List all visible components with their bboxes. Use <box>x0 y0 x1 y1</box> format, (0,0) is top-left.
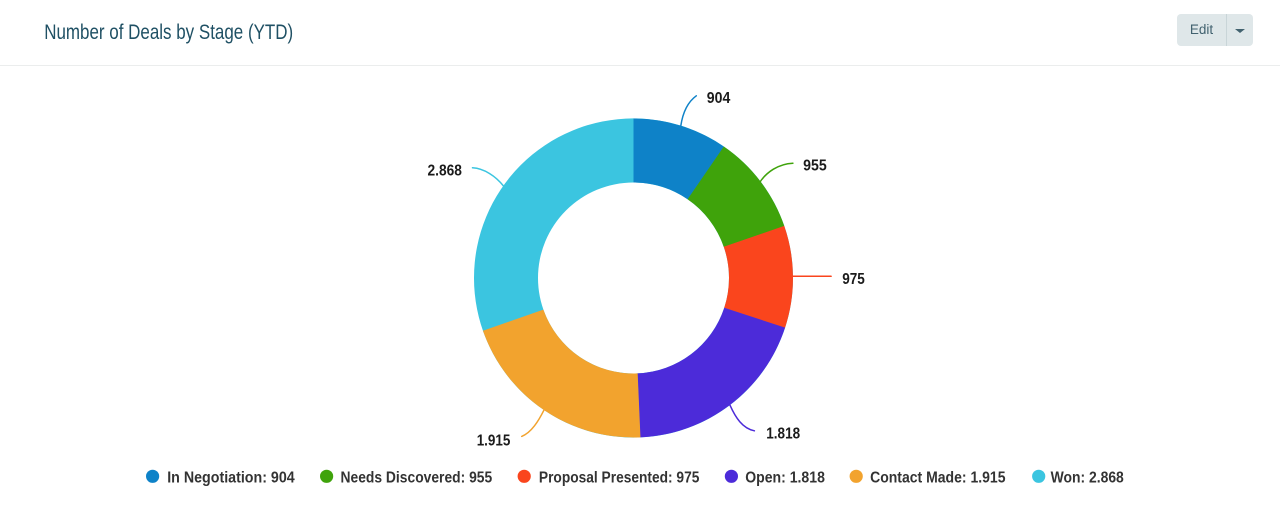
svg-text:Needs Discovered: 955: Needs Discovered: 955 <box>341 469 493 486</box>
svg-text:Open: 1.818: Open: 1.818 <box>745 469 825 486</box>
svg-text:Number of Deals by Stage (YTD): Number of Deals by Stage (YTD) <box>44 21 293 44</box>
svg-text:975: 975 <box>842 271 865 288</box>
svg-text:In Negotiation: 904: In Negotiation: 904 <box>167 469 295 486</box>
svg-text:1.818: 1.818 <box>766 425 800 442</box>
svg-text:Won: 2.868: Won: 2.868 <box>1051 469 1125 486</box>
svg-text:Contact Made: 1.915: Contact Made: 1.915 <box>870 469 1006 486</box>
svg-text:955: 955 <box>803 158 827 175</box>
svg-text:2.868: 2.868 <box>428 163 463 180</box>
svg-text:904: 904 <box>707 90 731 107</box>
svg-text:Proposal Presented: 975: Proposal Presented: 975 <box>539 469 700 486</box>
svg-text:1.915: 1.915 <box>477 433 511 450</box>
